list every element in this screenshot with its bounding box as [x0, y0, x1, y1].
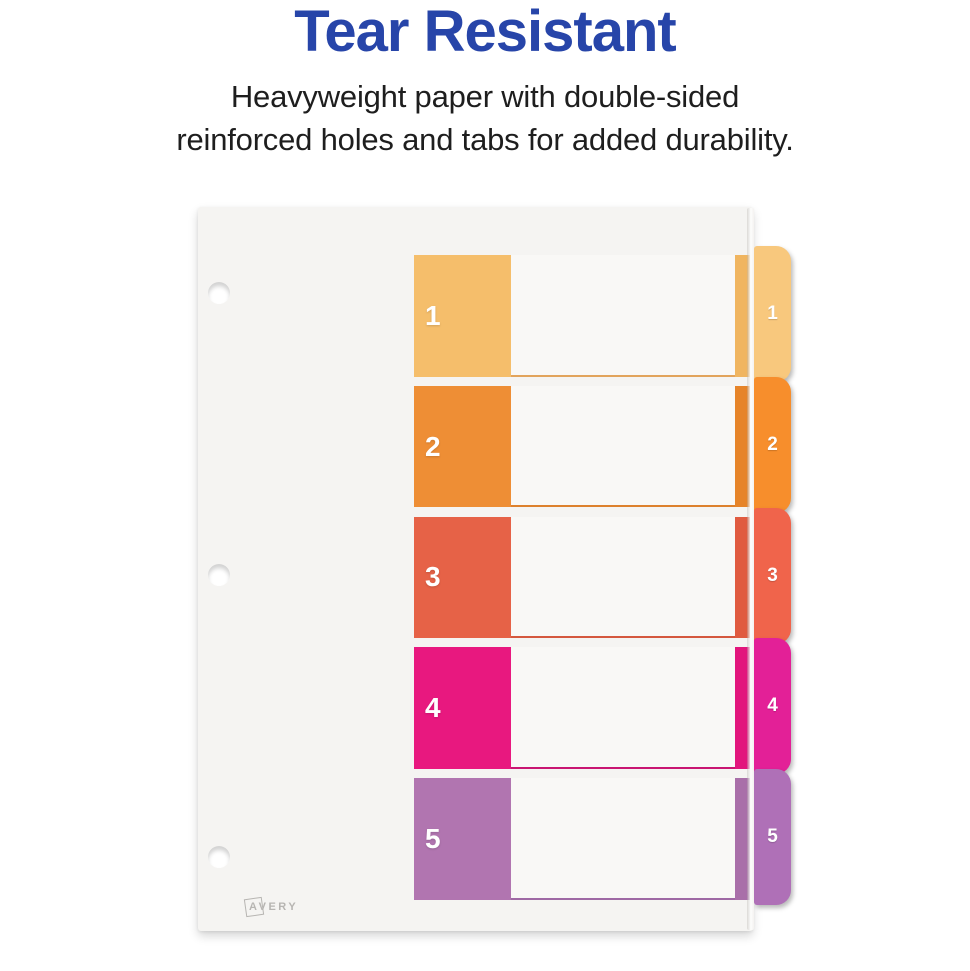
tab-edge-strip [735, 778, 750, 900]
tab-edge-strip [735, 647, 750, 769]
divider-tab: 2 [754, 376, 791, 513]
toc-color-block: 1 [414, 255, 511, 377]
punched-hole [208, 564, 230, 586]
divider-tab: 3 [754, 507, 791, 644]
toc-color-block: 3 [414, 516, 511, 638]
divider-tab-number: 1 [767, 303, 778, 324]
toc-row-number: 1 [425, 299, 441, 331]
avery-logo-text: AVERY [249, 901, 299, 913]
divider-tab: 1 [754, 246, 791, 382]
tab-edge-strip [735, 516, 750, 638]
tab-edge-strip [735, 385, 750, 508]
toc-row-number: 5 [425, 822, 441, 854]
toc-row-number: 3 [425, 561, 441, 593]
divider-tab-number: 5 [767, 826, 778, 847]
toc-row-number: 2 [425, 430, 441, 462]
toc-color-block: 5 [414, 778, 511, 900]
sheet-right-edge [747, 208, 754, 930]
subtitle-line-2: reinforced holes and tabs for added dura… [176, 121, 794, 157]
product-image-divider-sheet: 1 2 3 4 5 AVERY 1 2 3 4 5 [198, 207, 798, 947]
avery-logo: AVERY [243, 896, 299, 918]
divider-tab-number: 2 [767, 433, 778, 455]
page-subtitle: Heavyweight paper with double-sided rein… [0, 75, 970, 161]
header: Tear Resistant Heavyweight paper with do… [0, 0, 970, 161]
divider-tab-number: 3 [767, 564, 778, 586]
divider-tab: 4 [754, 638, 791, 775]
subtitle-line-1: Heavyweight paper with double-sided [230, 78, 740, 114]
avery-logo-box-icon [243, 896, 265, 918]
tab-edge-strip [735, 255, 750, 377]
divider-tab-number: 4 [767, 695, 778, 717]
page-title: Tear Resistant [294, 0, 676, 64]
punched-hole [208, 846, 230, 868]
toc-color-block: 4 [414, 647, 511, 769]
punched-hole [208, 282, 230, 304]
toc-row-number: 4 [425, 692, 441, 723]
divider-tab: 5 [754, 769, 791, 905]
toc-color-block: 2 [414, 385, 511, 508]
divider-sheet: 1 2 3 4 5 [198, 207, 753, 931]
